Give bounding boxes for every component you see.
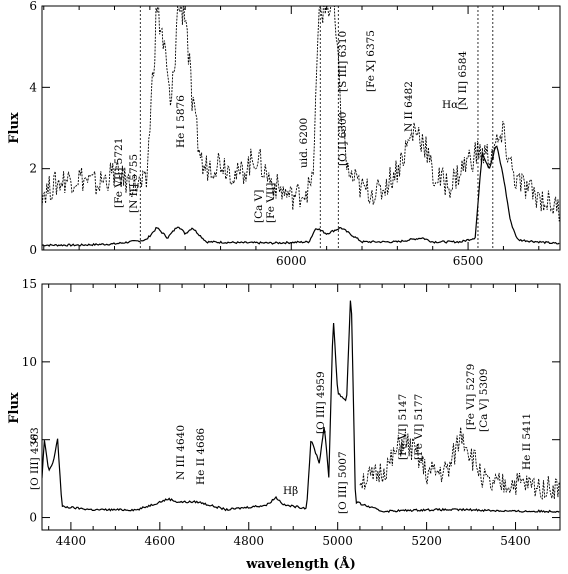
y-tick-label: 2	[29, 162, 37, 176]
top-axis-ticks: 6000 6500 0 2 4 6	[29, 0, 560, 268]
line-annotation: [N II] 6584	[457, 51, 469, 110]
spectrum-line-scaled	[42, 6, 560, 222]
line-annotation: He II 4686	[195, 428, 207, 485]
line-annotation: [Ca V]	[253, 190, 265, 223]
top-y-axis-title: Flux	[7, 112, 22, 144]
spectrum-line	[42, 300, 560, 514]
bottom-x-axis-title: wavelength (Å)	[245, 556, 356, 572]
bottom-plot-frame	[41, 283, 561, 531]
y-tick-label: 4	[29, 80, 37, 94]
line-annotation: [O III] 5007	[337, 451, 349, 514]
line-annotation: [O III] 4363	[29, 427, 41, 490]
bottom-line-annotations: [O III] 4363 N III 4640 He II 4686 Hβ [O III…	[29, 364, 533, 514]
x-tick-label: 5400	[500, 534, 531, 548]
x-tick-label: 4400	[56, 534, 87, 548]
x-tick-label: 4800	[233, 534, 264, 548]
line-annotation: [Fe X] 6375	[365, 30, 377, 92]
x-tick-label: 4600	[145, 534, 176, 548]
line-annotation: [Fe VI] 5279	[465, 364, 477, 430]
x-tick-label: 5000	[322, 534, 353, 548]
line-annotation: He II 5411	[521, 413, 533, 470]
line-annotation: uid. 6200	[298, 118, 310, 168]
line-annotation: N III 4640	[175, 425, 187, 480]
bottom-spectrum-lines	[42, 300, 560, 514]
line-annotation: [O III] 4959	[315, 371, 327, 434]
line-annotation: [Fe VII] 5721	[113, 138, 125, 208]
line-annotation: [Fe VII]	[265, 183, 277, 223]
y-tick-label: 15	[22, 277, 37, 291]
line-annotation: Hα	[442, 99, 458, 111]
line-annotation: Hβ	[283, 485, 298, 497]
spectrum-line	[42, 145, 560, 247]
x-tick-label: 6000	[276, 254, 307, 268]
y-tick-label: 5	[29, 433, 37, 447]
x-tick-label: 5200	[411, 534, 442, 548]
bottom-y-axis-title: Flux	[7, 392, 22, 424]
y-tick-label: 10	[22, 355, 37, 369]
x-tick-label: 6500	[453, 254, 484, 268]
line-annotation: [Fe VI] 5177	[413, 394, 425, 460]
y-tick-label: 6	[29, 0, 37, 13]
top-panel: 6000 6500 0 2 4 6 [Fe VII] 5721 [N II] 5755 He …	[7, 0, 561, 268]
line-annotation: [S III] 6310	[337, 31, 349, 92]
spectrum-line-scaled	[359, 427, 560, 500]
line-annotation: [Fe VI] 5147	[397, 394, 409, 460]
top-plot-frame	[41, 5, 561, 251]
line-annotation: [N II] 5755	[128, 154, 140, 213]
line-annotation: [O I] 6300	[337, 112, 349, 166]
bottom-panel: 4400 4600 4800 5000 5200 5400 0 5 10 15 [O III] 4…	[7, 277, 561, 572]
top-spectrum-lines	[42, 6, 560, 250]
y-tick-label: 0	[29, 511, 37, 525]
line-annotation: He I 5876	[175, 95, 187, 148]
bottom-axis-ticks: 4400 4600 4800 5000 5200 5400 0 5 10 15	[22, 277, 561, 548]
y-tick-label: 0	[29, 243, 37, 257]
line-annotation: [Ca V] 5309	[478, 369, 490, 432]
line-annotation: N II 6482	[403, 81, 415, 132]
